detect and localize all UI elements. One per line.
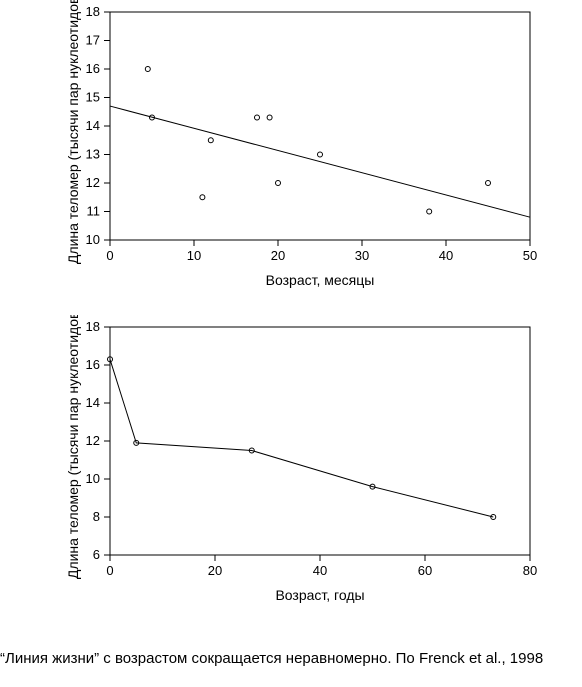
chart-top-points bbox=[145, 67, 490, 215]
ytick-label: 6 bbox=[93, 547, 100, 562]
xtick-label: 50 bbox=[523, 248, 537, 263]
chart-top-ylabel: Длина теломер (тысячи пар нуклеотидов) bbox=[65, 0, 81, 264]
chart-top-yticks: 10 11 12 13 14 15 16 17 18 bbox=[86, 4, 110, 247]
data-point bbox=[427, 209, 432, 214]
ytick-label: 10 bbox=[86, 232, 100, 247]
data-point bbox=[255, 115, 260, 120]
ytick-label: 8 bbox=[93, 509, 100, 524]
xtick-label: 0 bbox=[106, 248, 113, 263]
ytick-label: 18 bbox=[86, 319, 100, 334]
ytick-label: 12 bbox=[86, 433, 100, 448]
chart-top-axes-box bbox=[110, 12, 530, 240]
data-point bbox=[318, 152, 323, 157]
xtick-label: 10 bbox=[187, 248, 201, 263]
data-point bbox=[200, 195, 205, 200]
xtick-label: 20 bbox=[208, 563, 222, 578]
chart-top-xticks: 0 10 20 30 40 50 bbox=[106, 240, 537, 263]
xtick-label: 30 bbox=[355, 248, 369, 263]
ytick-label: 14 bbox=[86, 118, 100, 133]
chart-top: 0 10 20 30 40 50 10 11 12 13 14 15 16 17 18 Возраст, … bbox=[0, 0, 582, 300]
xtick-label: 20 bbox=[271, 248, 285, 263]
ytick-label: 12 bbox=[86, 175, 100, 190]
ytick-label: 15 bbox=[86, 90, 100, 105]
chart-bottom-axes-box bbox=[110, 327, 530, 555]
chart-bottom-line bbox=[110, 359, 493, 517]
ytick-label: 16 bbox=[86, 357, 100, 372]
ytick-label: 16 bbox=[86, 61, 100, 76]
data-point bbox=[267, 115, 272, 120]
chart-bottom-xticks: 0 20 40 60 80 bbox=[106, 555, 537, 578]
chart-top-xlabel: Возраст, месяцы bbox=[266, 272, 375, 288]
xtick-label: 0 bbox=[106, 563, 113, 578]
ytick-label: 14 bbox=[86, 395, 100, 410]
ytick-label: 17 bbox=[86, 33, 100, 48]
chart-top-plot: 0 10 20 30 40 50 10 11 12 13 14 15 16 17 18 Возраст, … bbox=[65, 0, 537, 288]
ytick-label: 11 bbox=[87, 204, 101, 219]
chart-bottom: 0 20 40 60 80 6 8 10 12 14 16 18 Возраст, годы Дли… bbox=[0, 315, 582, 615]
chart-bottom-ylabel: Длина теломер (тысячи пар нуклеотидов) bbox=[65, 315, 81, 579]
xtick-label: 80 bbox=[523, 563, 537, 578]
xtick-label: 40 bbox=[439, 248, 453, 263]
data-point bbox=[276, 181, 281, 186]
data-point bbox=[486, 181, 491, 186]
ytick-label: 10 bbox=[86, 471, 100, 486]
xtick-label: 40 bbox=[313, 563, 327, 578]
chart-bottom-xlabel: Возраст, годы bbox=[275, 587, 364, 603]
chart-bottom-yticks: 6 8 10 12 14 16 18 bbox=[86, 319, 110, 562]
chart-bottom-points bbox=[108, 357, 496, 520]
chart-bottom-plot: 0 20 40 60 80 6 8 10 12 14 16 18 Возраст, годы Дли… bbox=[65, 315, 537, 603]
data-point bbox=[145, 67, 150, 72]
ytick-label: 18 bbox=[86, 4, 100, 19]
figure-caption: “Линия жизни” с возрастом сокращается не… bbox=[0, 650, 582, 667]
ytick-label: 13 bbox=[86, 147, 100, 162]
data-point bbox=[208, 138, 213, 143]
chart-top-regression-line bbox=[110, 106, 530, 217]
xtick-label: 60 bbox=[418, 563, 432, 578]
